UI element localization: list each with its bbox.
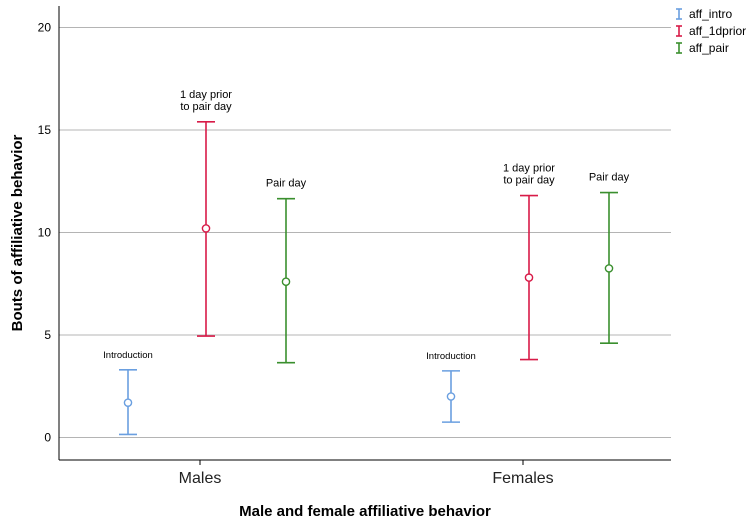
y-tick-label-10: 10 — [38, 226, 52, 240]
error-bar-aff_intro-males — [119, 369, 137, 436]
y-axis-title: Bouts of affiliative behavior — [9, 134, 26, 331]
legend-item-aff_pair: aff_pair — [676, 41, 729, 55]
legend-item-aff_1dprior: aff_1dprior — [676, 24, 746, 38]
error-bar-aff_1dprior-females — [520, 194, 538, 361]
mean-point-aff_intro-males — [123, 398, 133, 407]
y-tick-label-0: 0 — [44, 431, 51, 445]
mean-point-aff_intro-females — [446, 392, 456, 401]
error-bar-aff_1dprior-males — [197, 121, 215, 337]
mean-point-aff_pair-males — [281, 277, 291, 287]
annotation-aff_pair-females-line-1: Pair day — [589, 172, 630, 184]
legend: aff_intro aff_1dprior aff_pair — [676, 7, 746, 55]
annotation-aff_1dprior-males-line-1: 1 day prior — [180, 89, 232, 101]
legend-label-aff_intro: aff_intro — [689, 7, 732, 21]
error-bar-aff_intro-females — [442, 370, 460, 423]
x-category-labels: Males Females — [179, 460, 554, 487]
legend-label-aff_1dprior: aff_1dprior — [689, 24, 746, 38]
y-tick-label-20: 20 — [38, 21, 52, 35]
mean-point-aff_1dprior-females — [524, 273, 534, 282]
y-tick-label-15: 15 — [38, 123, 52, 137]
annotation-aff_1dprior-females-line-2: to pair day — [503, 175, 555, 187]
error-bars — [119, 121, 618, 436]
y-tick-label-5: 5 — [44, 328, 51, 342]
gridlines — [59, 27, 671, 438]
annotation-aff_pair-males-line-1: Pair day — [266, 178, 307, 190]
x-category-label-males: Males — [179, 470, 222, 487]
legend-label-aff_pair: aff_pair — [689, 41, 729, 55]
legend-item-aff_intro: aff_intro — [676, 7, 732, 21]
error-bar-aff_pair-males — [277, 197, 295, 364]
error-bar-aff_pair-females — [600, 191, 618, 345]
annotation-aff_intro-males-line-1: Introduction — [103, 350, 153, 361]
y-tick-labels: 0 5 10 15 20 — [38, 21, 52, 445]
annotation-aff_1dprior-females-line-1: 1 day prior — [503, 163, 555, 175]
annotation-aff_intro-females-line-1: Introduction — [426, 351, 476, 362]
x-category-label-females: Females — [492, 470, 553, 487]
mean-point-aff_pair-females — [604, 264, 614, 273]
mean-point-aff_1dprior-males — [201, 224, 211, 233]
annotation-aff_1dprior-males-line-2: to pair day — [180, 101, 232, 113]
axes — [58, 6, 671, 461]
x-axis-title: Male and female affiliative behavior — [239, 503, 491, 520]
